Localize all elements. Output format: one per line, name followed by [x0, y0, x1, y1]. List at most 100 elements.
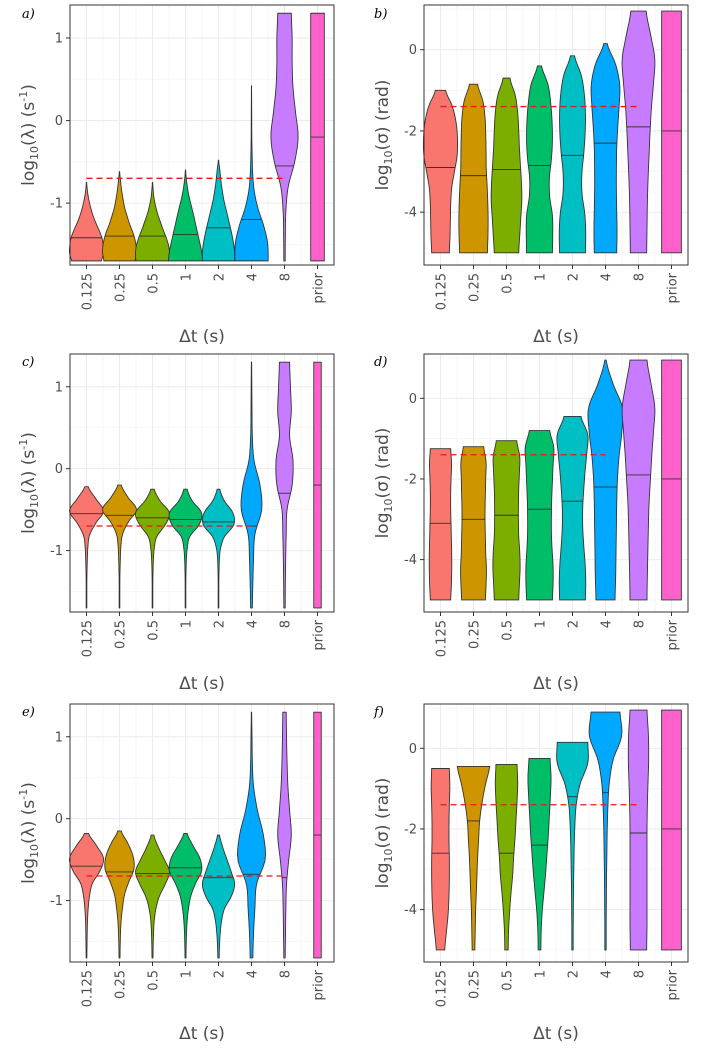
violin-0.5 — [134, 488, 171, 609]
x-tick-label: 0.25 — [114, 273, 129, 302]
plot-frame — [69, 4, 335, 266]
violin-4 — [240, 361, 263, 609]
y-tick-label: -1 — [50, 197, 63, 212]
x-tick-label: 0.125 — [435, 620, 450, 657]
violin-2 — [556, 741, 589, 951]
x-tick-label: 8 — [633, 970, 648, 978]
violin-1 — [168, 832, 203, 959]
y-axis-title: log10(σ) (rad) — [373, 428, 395, 539]
x-tick-label: 0.125 — [81, 620, 96, 657]
x-tick-label: 0.5 — [501, 620, 516, 641]
x-tick-label: 0.5 — [147, 620, 162, 641]
x-tick-label: 1 — [180, 273, 195, 281]
violin-8 — [270, 12, 299, 262]
x-tick-label: prior — [312, 272, 327, 303]
violin-1 — [525, 65, 554, 254]
y-tick-label: -1 — [50, 894, 63, 909]
x-tick-label: 0.125 — [435, 970, 450, 1007]
x-tick-label: 8 — [279, 273, 294, 281]
y-tick-label: -4 — [404, 903, 417, 918]
violin-1 — [527, 757, 552, 951]
x-tick-label: 0.25 — [114, 970, 129, 999]
x-tick-label: 0.25 — [114, 620, 129, 649]
x-tick-label: prior — [666, 619, 681, 650]
violin-prior — [661, 10, 682, 254]
x-tick-label: 4 — [600, 620, 615, 628]
panel-c: -1 0 1 0.125 0.25 0.5 1 2 4 8 prior Δt (s) log10(λ) … — [17, 353, 335, 694]
violin-8 — [627, 709, 650, 951]
violin-0.125 — [68, 182, 105, 262]
y-axis-title: log10(σ) (rad) — [373, 80, 395, 191]
x-tick-label: 1 — [534, 970, 549, 978]
violin-8 — [621, 10, 656, 254]
plot-frame — [423, 353, 689, 613]
x-axis-title: Δt (s) — [533, 1024, 579, 1044]
violin-0.125 — [422, 89, 459, 254]
violin-8 — [277, 711, 292, 959]
panel-label: e) — [22, 705, 35, 720]
x-tick-label: 0.25 — [468, 970, 483, 999]
panel-b: -4 -2 0 0.125 0.25 0.5 1 2 4 8 prior Δt (s) log10(σ)… — [373, 4, 689, 347]
violin-0.5 — [490, 77, 523, 254]
plot-frame — [69, 353, 335, 613]
y-tick-label: 1 — [55, 730, 63, 745]
x-tick-label: 0.125 — [81, 970, 96, 1007]
x-tick-label: 1 — [534, 273, 549, 281]
violin-4 — [588, 711, 623, 951]
x-tick-label: 1 — [180, 970, 195, 978]
violin-1 — [524, 430, 555, 601]
x-tick-label: 0.5 — [147, 970, 162, 991]
x-tick-label: 0.25 — [468, 620, 483, 649]
y-tick-label: 0 — [409, 392, 417, 407]
violin-prior — [661, 359, 682, 601]
y-axis-title: log10(λ) (s-1) — [17, 432, 41, 534]
y-tick-label: -1 — [50, 544, 63, 559]
violin-0.25 — [460, 446, 487, 601]
panel-label: c) — [22, 355, 34, 370]
y-tick-label: -2 — [404, 472, 417, 487]
violin-2 — [558, 55, 587, 254]
plot-frame — [69, 703, 335, 963]
panel-e: -1 0 1 0.125 0.25 0.5 1 2 4 8 prior Δt (s) log10(λ) … — [17, 703, 335, 1044]
violin-0.5 — [135, 834, 170, 959]
x-tick-label: 0.25 — [468, 273, 483, 302]
x-axis-title: Δt (s) — [533, 674, 579, 694]
plot-frame — [423, 703, 689, 963]
panel-a: -1 0 1 0.125 0.25 0.5 1 2 4 8 prior Δt (s) log10(λ) … — [17, 4, 335, 347]
violin-0.125 — [430, 768, 451, 951]
x-tick-label: 8 — [279, 970, 294, 978]
x-tick-label: 4 — [246, 970, 261, 978]
x-tick-label: 2 — [213, 620, 228, 628]
y-tick-label: -4 — [404, 553, 417, 568]
x-tick-label: 8 — [633, 620, 648, 628]
y-tick-label: 1 — [55, 32, 63, 47]
x-tick-label: prior — [666, 272, 681, 303]
y-tick-label: -4 — [404, 206, 417, 221]
y-tick-label: 0 — [409, 43, 417, 58]
x-tick-label: 2 — [213, 970, 228, 978]
x-axis-title: Δt (s) — [179, 674, 225, 694]
violin-0.125 — [69, 486, 104, 609]
violin-0.25 — [102, 484, 137, 609]
y-axis-title: log10(σ) (rad) — [373, 778, 395, 889]
violin-0.125 — [428, 448, 453, 601]
panel-label: b) — [374, 7, 387, 22]
y-axis-title: log10(λ) (s-1) — [17, 84, 41, 186]
violin-2 — [556, 416, 589, 601]
violin-0.25 — [102, 171, 137, 262]
plot-frame — [423, 4, 689, 266]
x-tick-label: 2 — [567, 620, 582, 628]
x-tick-label: 0.5 — [501, 970, 516, 991]
x-tick-label: 8 — [633, 273, 648, 281]
violin-0.5 — [494, 764, 519, 951]
panel-label: d) — [374, 355, 387, 370]
x-axis-title: Δt (s) — [533, 327, 579, 347]
panel-label: a) — [22, 7, 35, 22]
y-tick-label: -2 — [404, 124, 417, 139]
violin-1 — [168, 169, 203, 262]
violin-4 — [587, 359, 624, 601]
violin-0.5 — [135, 182, 170, 262]
x-tick-label: 2 — [567, 970, 582, 978]
x-tick-label: 2 — [213, 273, 228, 281]
